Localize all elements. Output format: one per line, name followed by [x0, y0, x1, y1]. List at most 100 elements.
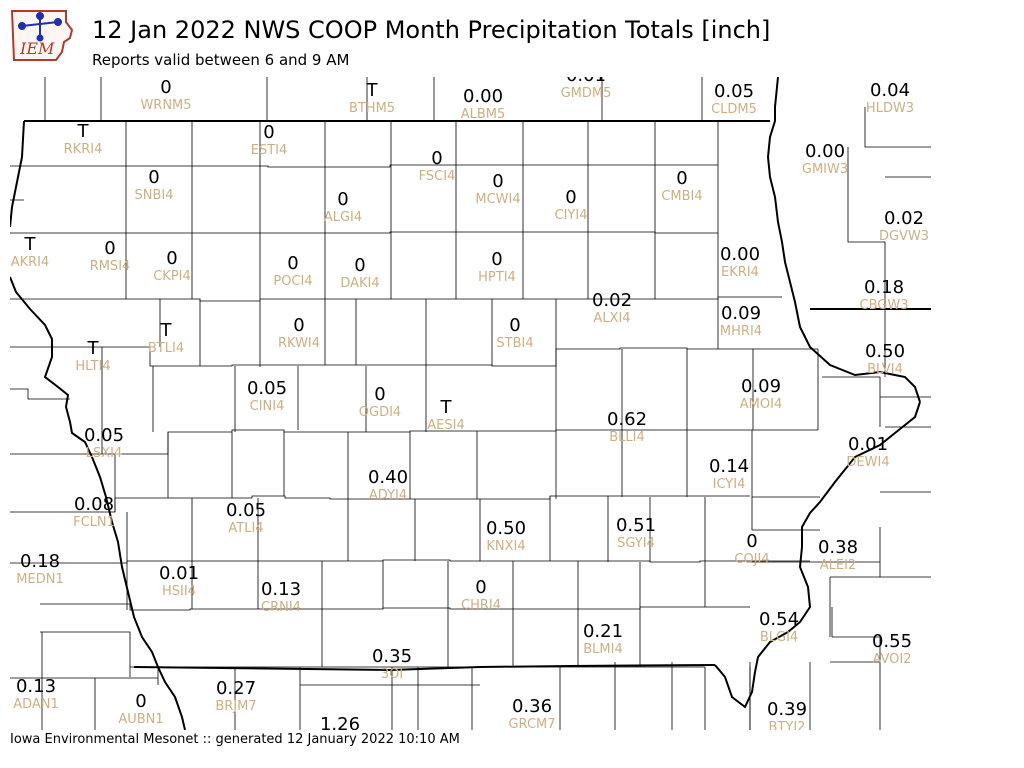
- station-value: 0.00: [720, 244, 760, 265]
- station-value: 0.38: [818, 537, 858, 558]
- station-id: AESI4: [427, 418, 464, 433]
- state-boundaries: [10, 77, 931, 730]
- station-id: RKWI4: [278, 336, 320, 351]
- station-id: MEDN1: [16, 572, 63, 587]
- station-id: SGYI4: [617, 536, 655, 551]
- station-id: DEWI4: [846, 455, 889, 470]
- station-value: 0.62: [607, 409, 647, 430]
- station-value: T: [366, 80, 379, 101]
- station-id: HLTI4: [75, 359, 110, 374]
- station-value: 0: [287, 253, 298, 274]
- station-id: GRCM7: [508, 717, 555, 730]
- station-id: ADAN1: [13, 697, 59, 712]
- footer-credit: Iowa Environmental Mesonet :: generated …: [10, 732, 460, 747]
- map-canvas: 0WRNM5TBTHM50.00ALBM50.01GMDM50.05CLDM50…: [10, 77, 931, 730]
- station-value: 0: [337, 189, 348, 210]
- station-id: AMOI4: [740, 397, 782, 412]
- map-subtitle: Reports valid between 6 and 9 AM: [92, 51, 350, 69]
- station-id: ALEI2: [820, 558, 856, 573]
- station-id: CMBI4: [661, 189, 702, 204]
- station-value: 1.26: [320, 714, 360, 730]
- station-value: 0.04: [870, 80, 910, 101]
- station-value: 0.00: [805, 141, 845, 162]
- station-value: 0.05: [226, 500, 266, 521]
- station-value: 0.36: [512, 696, 552, 717]
- station-id: FSCI4: [419, 169, 456, 184]
- logo-text: IEM: [19, 39, 55, 58]
- station-id: HSII4: [162, 584, 196, 599]
- station-id: STBI4: [496, 336, 533, 351]
- station-value: T: [24, 234, 37, 255]
- station-id: ESTI4: [251, 143, 288, 158]
- station-id: HPTI4: [478, 270, 516, 285]
- station-value: 0.51: [616, 515, 656, 536]
- iem-logo: IEM: [10, 8, 74, 62]
- station-value: 0.18: [864, 277, 904, 298]
- station-value: 0: [475, 577, 486, 598]
- station-id: KNXI4: [486, 539, 525, 554]
- station-value: 0.14: [709, 456, 749, 477]
- station-id: BLVI4: [867, 362, 903, 377]
- station-id: ATLI4: [228, 521, 263, 536]
- station-id: ADYI4: [369, 488, 407, 503]
- station-value: 0: [104, 238, 115, 259]
- station-id: ICYI4: [713, 477, 746, 492]
- station-value: 0: [374, 384, 385, 405]
- station-labels: 0WRNM5TBTHM50.00ALBM50.01GMDM50.05CLDM50…: [11, 77, 929, 730]
- station-id: ALBM5: [461, 107, 506, 122]
- station-id: BRJM7: [215, 699, 256, 714]
- station-id: CBGW3: [860, 298, 909, 313]
- station-value: 0: [263, 122, 274, 143]
- station-id: OGDI4: [359, 405, 401, 420]
- station-value: 0: [160, 77, 171, 98]
- station-value: 0: [293, 315, 304, 336]
- station-id: FCLN1: [73, 515, 115, 530]
- station-value: 0.40: [368, 467, 408, 488]
- station-id: RKRI4: [64, 142, 103, 157]
- station-id: COJI4: [734, 552, 769, 567]
- station-id: BTLI4: [148, 341, 184, 356]
- station-value: 0.01: [566, 77, 606, 86]
- station-value: 0.50: [865, 341, 905, 362]
- station-value: 0.08: [74, 494, 114, 515]
- station-value: 0: [746, 531, 757, 552]
- station-id: POCI4: [273, 274, 312, 289]
- station-id: SNBI4: [135, 188, 174, 203]
- station-value: 0.18: [20, 551, 60, 572]
- station-value: 0.27: [216, 678, 256, 699]
- station-value: 0.39: [767, 699, 807, 720]
- station-value: 0.55: [872, 631, 912, 652]
- station-id: AKRI4: [11, 255, 50, 270]
- station-id: CINI4: [250, 399, 285, 414]
- station-id: BLGI4: [760, 630, 798, 645]
- station-id: CLDM5: [711, 102, 757, 117]
- station-value: 0: [354, 255, 365, 276]
- station-value: 0.54: [759, 609, 799, 630]
- station-id: 3OI: [381, 667, 403, 682]
- station-value: 0.35: [372, 646, 412, 667]
- station-id: HLDW3: [866, 101, 914, 116]
- station-id: RMSI4: [90, 259, 131, 274]
- station-id: LSXI4: [86, 446, 123, 461]
- station-value: 0.21: [583, 621, 623, 642]
- station-value: 0: [491, 249, 502, 270]
- station-id: CIYI4: [555, 208, 588, 223]
- precipitation-map: 0WRNM5TBTHM50.00ALBM50.01GMDM50.05CLDM50…: [10, 77, 931, 730]
- station-value: T: [77, 121, 90, 142]
- station-id: CKPI4: [153, 269, 191, 284]
- station-value: 0: [148, 167, 159, 188]
- station-id: AUBN1: [118, 712, 163, 727]
- station-id: WRNM5: [140, 98, 191, 113]
- county-boundaries: [10, 77, 931, 730]
- station-value: 0.05: [714, 81, 754, 102]
- station-id: ALXI4: [593, 311, 630, 326]
- station-id: BLLI4: [609, 430, 645, 445]
- station-value: 0.09: [721, 303, 761, 324]
- station-value: 0.01: [159, 563, 199, 584]
- station-value: 0.05: [84, 425, 124, 446]
- map-title: 12 Jan 2022 NWS COOP Month Precipitation…: [92, 16, 771, 44]
- station-id: CHRI4: [461, 598, 501, 613]
- station-id: GMDM5: [561, 86, 612, 101]
- station-value: 0.02: [884, 208, 924, 229]
- station-id: BTYI2: [769, 720, 806, 730]
